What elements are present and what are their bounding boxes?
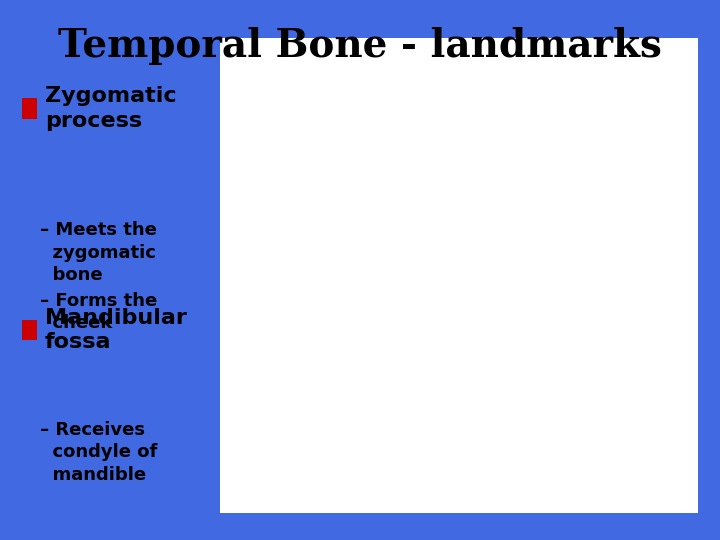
FancyBboxPatch shape (220, 38, 698, 513)
Text: – Forms the
  cheek: – Forms the cheek (40, 292, 157, 332)
Text: Mandibular
fossa: Mandibular fossa (45, 308, 186, 352)
Bar (22, 320, 37, 340)
Text: Zygomatic
process: Zygomatic process (45, 86, 176, 131)
Text: – Receives
  condyle of
  mandible: – Receives condyle of mandible (40, 421, 157, 484)
Text: Temporal Bone - landmarks: Temporal Bone - landmarks (58, 27, 662, 65)
Text: – Meets the
  zygomatic
  bone: – Meets the zygomatic bone (40, 221, 156, 284)
Bar (22, 98, 37, 119)
